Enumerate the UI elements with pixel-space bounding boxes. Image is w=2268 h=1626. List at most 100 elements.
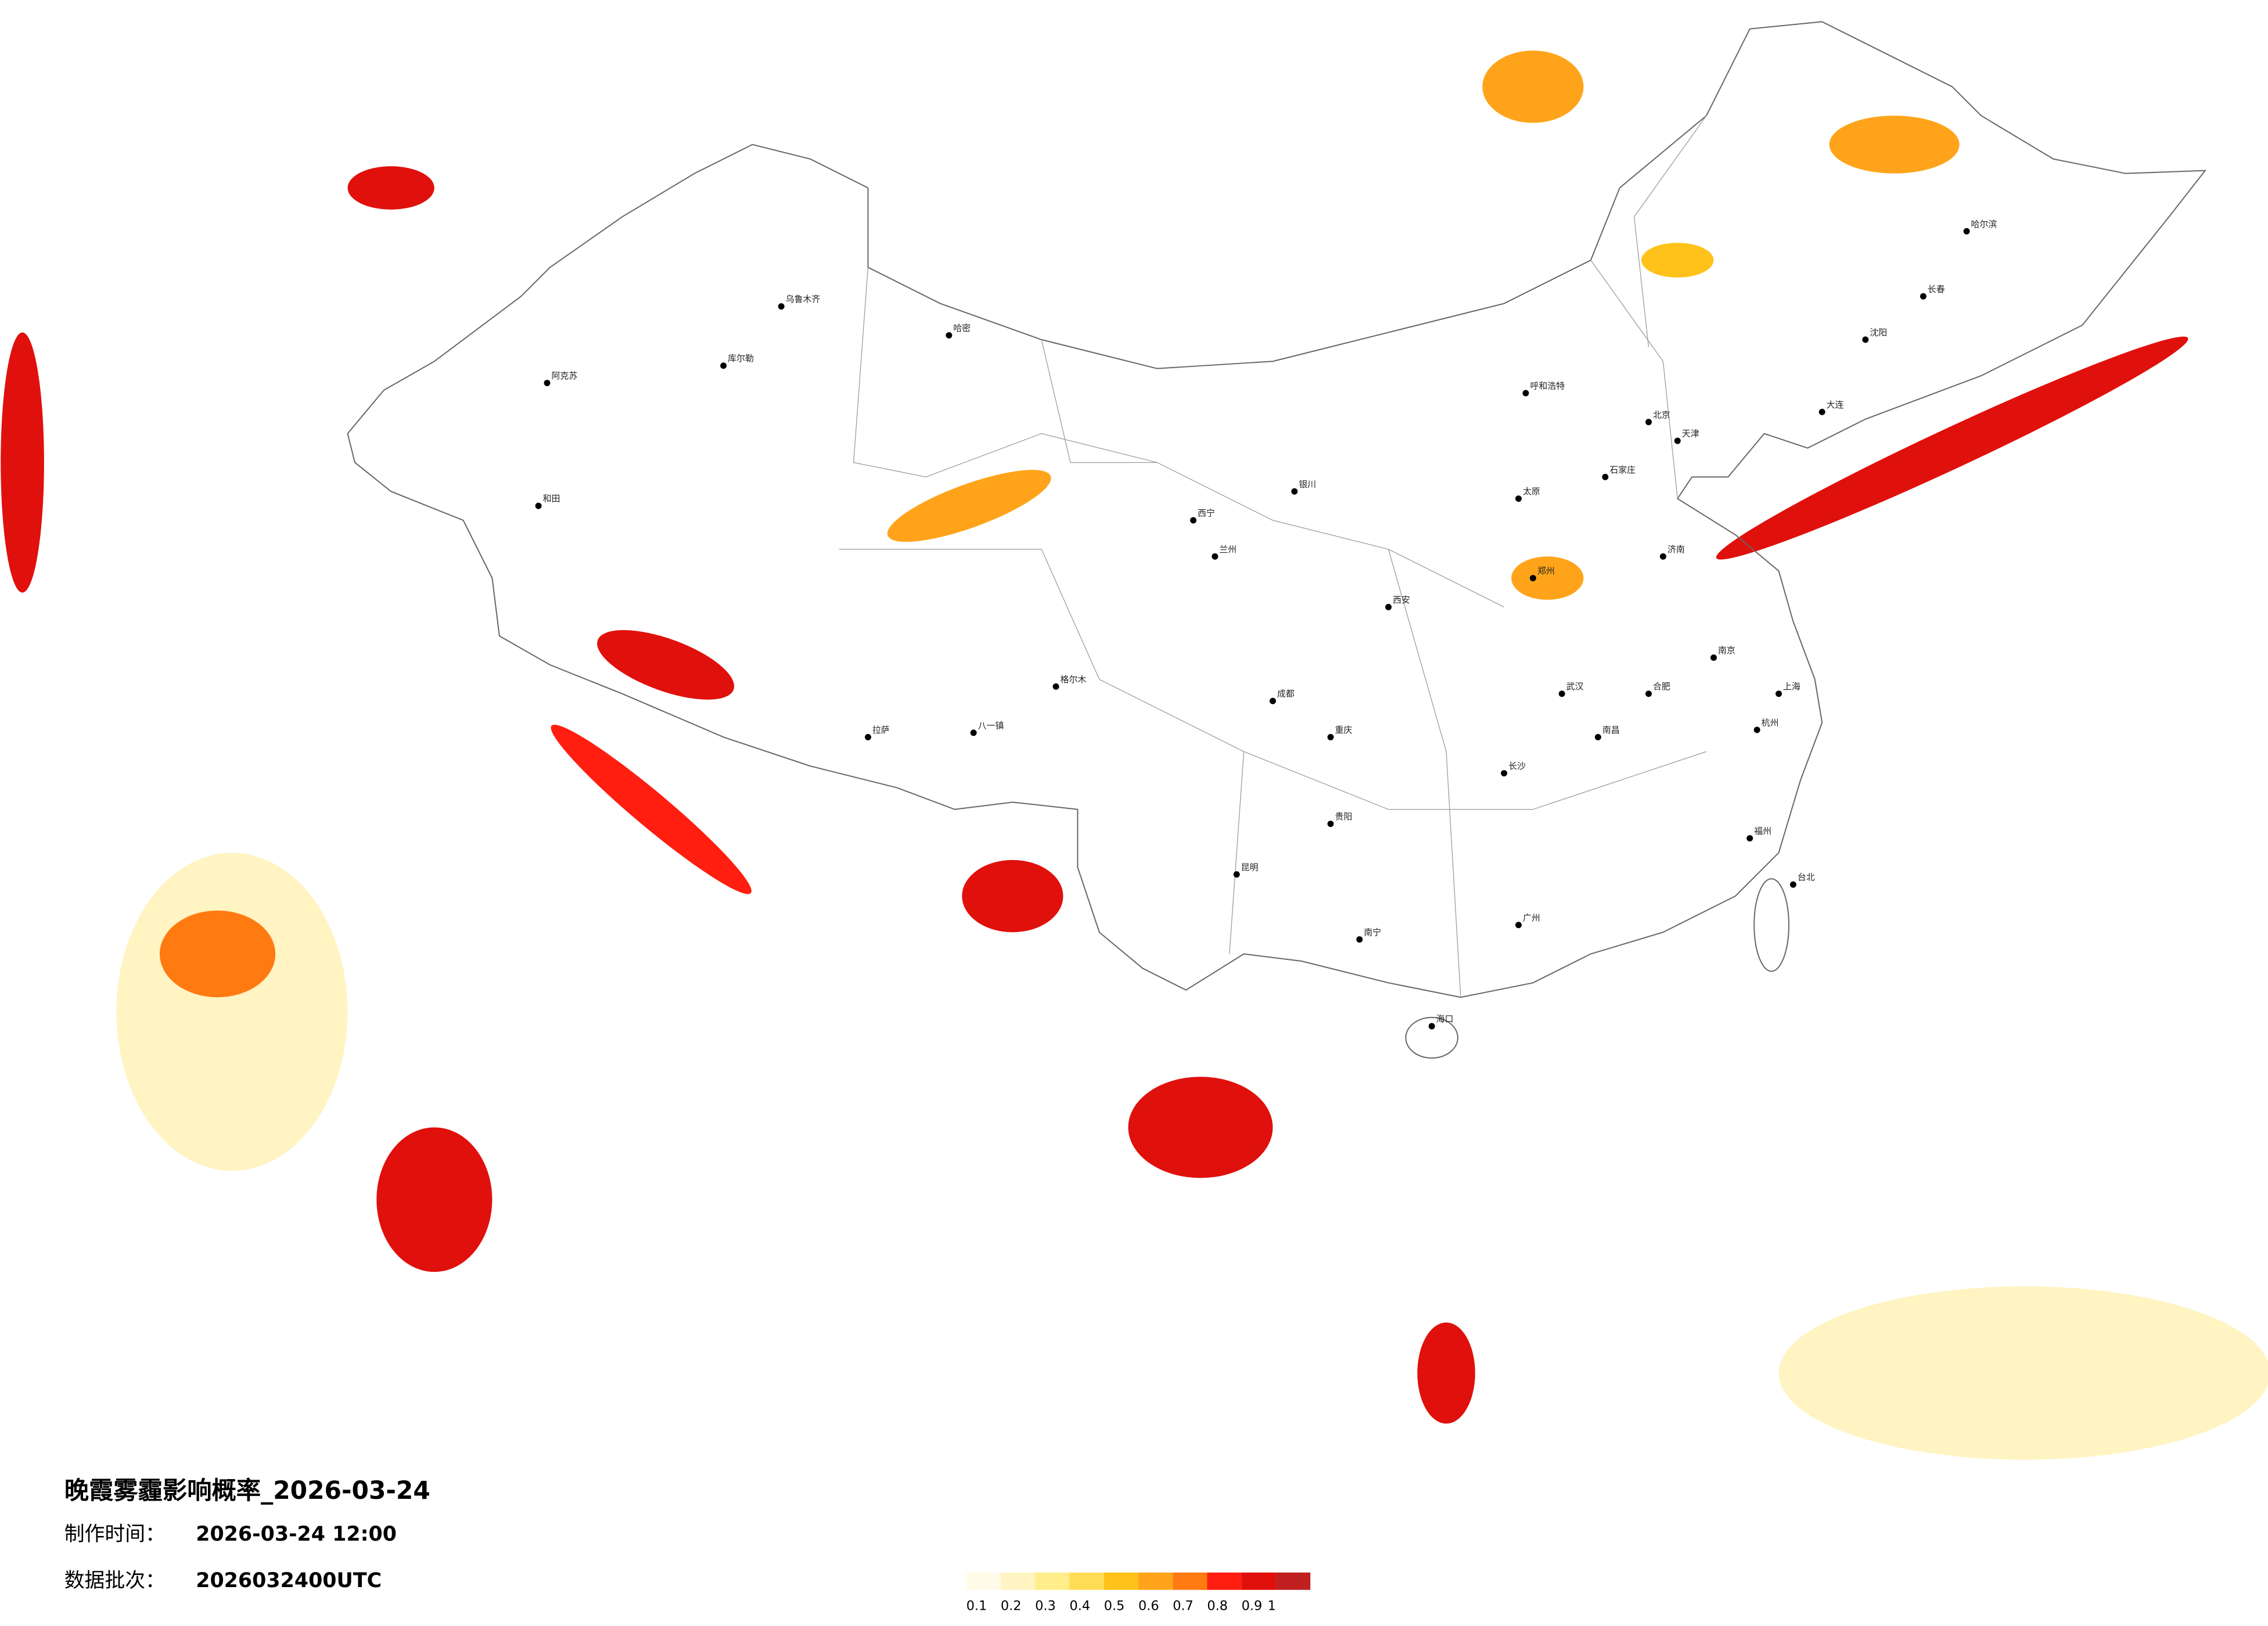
taiwan xyxy=(1753,878,1789,972)
made-label: 制作时间： xyxy=(64,1523,166,1546)
probability-layer xyxy=(1,51,2268,1460)
city-dot xyxy=(1753,726,1760,733)
legend-swatch xyxy=(966,1572,1001,1590)
city-dot xyxy=(1558,690,1565,697)
city-dot xyxy=(1659,553,1666,560)
city-label: 台北 xyxy=(1798,872,1815,883)
city-label: 八一镇 xyxy=(978,720,1004,731)
hotspot xyxy=(1641,243,1714,278)
city-label: 福州 xyxy=(1754,826,1771,836)
legend-tick-label: 1 xyxy=(1268,1599,1276,1614)
legend-swatch xyxy=(1275,1572,1311,1590)
city-dot xyxy=(1052,683,1059,690)
city-label: 大连 xyxy=(1827,400,1844,410)
hotspot xyxy=(1,332,44,593)
city-label: 昆明 xyxy=(1241,862,1259,872)
hainan xyxy=(1405,1017,1459,1059)
city-label: 哈尔滨 xyxy=(1971,219,1997,229)
city-label: 南京 xyxy=(1718,645,1735,656)
city-label: 济南 xyxy=(1667,544,1685,555)
hotspot xyxy=(159,911,276,998)
legend-tick-label: 0.8 xyxy=(1207,1599,1228,1614)
city-dot xyxy=(1522,390,1529,397)
city-dot xyxy=(1710,654,1717,661)
city-dot xyxy=(1645,690,1652,697)
city-label: 沈阳 xyxy=(1870,327,1887,337)
legend-swatch xyxy=(1035,1572,1070,1590)
city-label: 重庆 xyxy=(1335,725,1352,735)
city-dot xyxy=(1594,733,1601,740)
city-dot xyxy=(1602,473,1609,480)
legend: 0.1 0.2 0.3 0.4 0.5 0.6 0.7 0.8 0.9 1 xyxy=(966,1572,1311,1614)
hotspot xyxy=(1716,336,2188,560)
city-label: 武汉 xyxy=(1566,681,1584,692)
legend-swatch xyxy=(1207,1572,1242,1590)
city-label: 南昌 xyxy=(1602,725,1620,735)
title: 晚霞雾霾影响概率_2026-03-24 xyxy=(64,1476,430,1505)
legend-tick-label: 0.3 xyxy=(1035,1599,1056,1614)
city-label: 乌鲁木齐 xyxy=(786,294,821,304)
hotspot xyxy=(1482,51,1584,123)
city-dot xyxy=(1385,603,1392,610)
batch-label: 数据批次： xyxy=(64,1569,166,1592)
city-dot xyxy=(970,729,977,736)
city-dot xyxy=(1291,488,1298,495)
city-dot xyxy=(1789,881,1796,888)
legend-swatch xyxy=(1138,1572,1173,1590)
legend-tick-label: 0.6 xyxy=(1138,1599,1159,1614)
legend-swatch xyxy=(1104,1572,1138,1590)
legend-tick-label: 0.7 xyxy=(1173,1599,1194,1614)
city-dot xyxy=(1775,690,1782,697)
city-dot xyxy=(1501,770,1508,777)
hotspot xyxy=(1778,1286,2268,1460)
city-dot xyxy=(1212,553,1219,560)
city-label: 库尔勒 xyxy=(728,353,754,364)
legend-swatch xyxy=(1241,1572,1276,1590)
city-label: 呼和浩特 xyxy=(1530,381,1565,391)
city-label: 拉萨 xyxy=(872,725,890,735)
city-dot xyxy=(1356,936,1363,943)
city-dot xyxy=(1746,835,1753,842)
city-dot xyxy=(865,733,872,740)
city-dot xyxy=(1963,228,1970,235)
city-dot xyxy=(1269,697,1276,704)
city-dot xyxy=(1862,336,1869,343)
city-dot xyxy=(1920,293,1926,300)
city-label: 哈密 xyxy=(953,323,971,333)
legend-tick-label: 0.5 xyxy=(1104,1599,1125,1614)
city-dot xyxy=(946,332,953,339)
city-label: 西安 xyxy=(1393,595,1410,605)
hotspot xyxy=(1829,116,1960,174)
city-label: 贵阳 xyxy=(1335,811,1352,822)
legend-tick-label: 0.2 xyxy=(1001,1599,1022,1614)
city-label: 上海 xyxy=(1783,681,1800,692)
legend-swatch xyxy=(1069,1572,1104,1590)
city-dot xyxy=(1428,1023,1435,1030)
city-label: 成都 xyxy=(1277,689,1295,699)
province-borders xyxy=(839,115,1707,998)
made-value: 2026-03-24 12:00 xyxy=(196,1523,397,1546)
hotspot xyxy=(1511,556,1584,600)
city-label: 格尔木 xyxy=(1061,674,1087,685)
city-label: 广州 xyxy=(1523,912,1540,923)
city-label: 海口 xyxy=(1436,1014,1454,1024)
city-label: 长春 xyxy=(1928,284,1945,294)
city-dot xyxy=(1190,517,1197,524)
city-label: 长沙 xyxy=(1508,761,1526,771)
city-dot xyxy=(1327,821,1334,828)
hotspot xyxy=(116,852,348,1171)
city-dot xyxy=(1674,437,1681,444)
city-label: 石家庄 xyxy=(1609,465,1636,475)
city-dot xyxy=(720,362,727,369)
city-dot xyxy=(535,502,542,509)
city-label: 太原 xyxy=(1523,486,1540,497)
city-dot xyxy=(1818,408,1825,415)
hotspot xyxy=(347,166,434,210)
city-dot xyxy=(1645,419,1652,426)
hotspot xyxy=(887,470,1051,542)
city-dot xyxy=(778,303,785,310)
batch-value: 2026032400UTC xyxy=(196,1569,382,1592)
hotspot xyxy=(1417,1322,1475,1424)
hotspot xyxy=(597,630,735,700)
